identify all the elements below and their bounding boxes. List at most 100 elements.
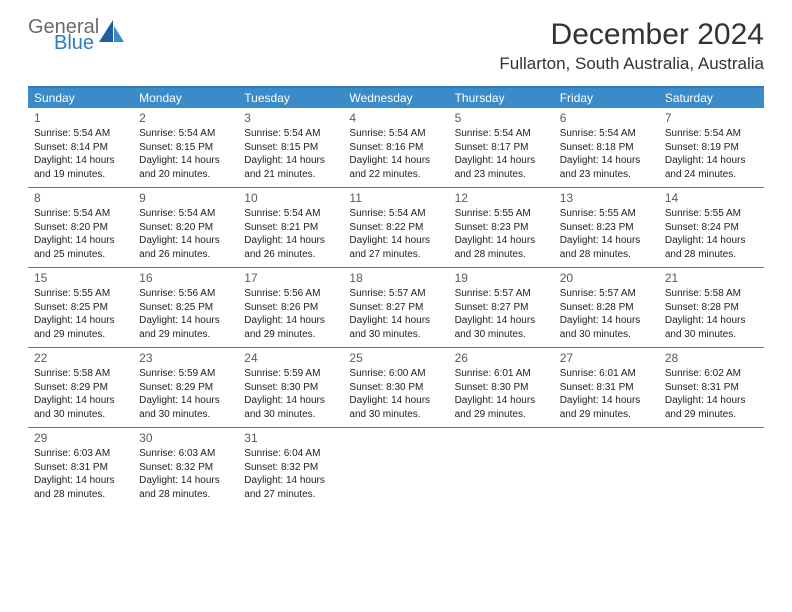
sunset-line: Sunset: 8:20 PM [139,221,232,235]
sunset-line: Sunset: 8:14 PM [34,141,127,155]
sunrise-line: Sunrise: 5:54 AM [244,127,337,141]
sunset-line: Sunset: 8:30 PM [349,381,442,395]
sunrise-line: Sunrise: 5:55 AM [560,207,653,221]
daylight-line-1: Daylight: 14 hours [139,474,232,488]
daylight-line-2: and 28 minutes. [34,488,127,502]
daylight-line-2: and 29 minutes. [455,408,548,422]
dow-monday: Monday [133,88,238,108]
sunset-line: Sunset: 8:28 PM [560,301,653,315]
daylight-line-2: and 29 minutes. [665,408,758,422]
daylight-line-2: and 30 minutes. [349,408,442,422]
day-number: 28 [665,351,758,365]
sunrise-line: Sunrise: 5:54 AM [455,127,548,141]
sunrise-line: Sunrise: 5:54 AM [34,127,127,141]
day-number: 8 [34,191,127,205]
weeks-container: 1Sunrise: 5:54 AMSunset: 8:14 PMDaylight… [28,108,764,507]
week-row: 1Sunrise: 5:54 AMSunset: 8:14 PMDaylight… [28,108,764,188]
title-block: December 2024 Fullarton, South Australia… [499,18,764,74]
day-cell: 1Sunrise: 5:54 AMSunset: 8:14 PMDaylight… [28,108,133,187]
week-row: 15Sunrise: 5:55 AMSunset: 8:25 PMDayligh… [28,268,764,348]
day-cell: 17Sunrise: 5:56 AMSunset: 8:26 PMDayligh… [238,268,343,347]
day-number: 7 [665,111,758,125]
daylight-line-1: Daylight: 14 hours [455,234,548,248]
daylight-line-2: and 30 minutes. [244,408,337,422]
daylight-line-2: and 30 minutes. [560,328,653,342]
location-text: Fullarton, South Australia, Australia [499,54,764,74]
sunrise-line: Sunrise: 5:57 AM [560,287,653,301]
daylight-line-1: Daylight: 14 hours [34,314,127,328]
daylight-line-2: and 23 minutes. [455,168,548,182]
daylight-line-1: Daylight: 14 hours [244,234,337,248]
day-number: 24 [244,351,337,365]
sunset-line: Sunset: 8:23 PM [455,221,548,235]
day-cell: 19Sunrise: 5:57 AMSunset: 8:27 PMDayligh… [449,268,554,347]
week-row: 29Sunrise: 6:03 AMSunset: 8:31 PMDayligh… [28,428,764,507]
daylight-line-1: Daylight: 14 hours [665,394,758,408]
daylight-line-1: Daylight: 14 hours [665,314,758,328]
sunset-line: Sunset: 8:27 PM [349,301,442,315]
daylight-line-1: Daylight: 14 hours [455,314,548,328]
sunrise-line: Sunrise: 5:54 AM [349,207,442,221]
day-number: 19 [455,271,548,285]
sunrise-line: Sunrise: 6:00 AM [349,367,442,381]
sunrise-line: Sunrise: 6:04 AM [244,447,337,461]
sunrise-line: Sunrise: 5:57 AM [455,287,548,301]
sunrise-line: Sunrise: 5:54 AM [139,127,232,141]
daylight-line-2: and 19 minutes. [34,168,127,182]
day-number: 25 [349,351,442,365]
logo-text: General Blue [28,18,99,52]
sunset-line: Sunset: 8:16 PM [349,141,442,155]
daylight-line-2: and 30 minutes. [139,408,232,422]
day-cell: 23Sunrise: 5:59 AMSunset: 8:29 PMDayligh… [133,348,238,427]
sunset-line: Sunset: 8:29 PM [34,381,127,395]
sunset-line: Sunset: 8:15 PM [139,141,232,155]
sunrise-line: Sunrise: 5:56 AM [139,287,232,301]
day-number: 30 [139,431,232,445]
sunset-line: Sunset: 8:26 PM [244,301,337,315]
day-cell: 22Sunrise: 5:58 AMSunset: 8:29 PMDayligh… [28,348,133,427]
sunrise-line: Sunrise: 5:55 AM [455,207,548,221]
day-cell: 8Sunrise: 5:54 AMSunset: 8:20 PMDaylight… [28,188,133,267]
daylight-line-1: Daylight: 14 hours [560,154,653,168]
dow-thursday: Thursday [449,88,554,108]
sunrise-line: Sunrise: 5:58 AM [665,287,758,301]
daylight-line-1: Daylight: 14 hours [349,234,442,248]
daylight-line-2: and 25 minutes. [34,248,127,262]
sunrise-line: Sunrise: 5:54 AM [349,127,442,141]
daylight-line-1: Daylight: 14 hours [34,154,127,168]
day-cell: 11Sunrise: 5:54 AMSunset: 8:22 PMDayligh… [343,188,448,267]
sunrise-line: Sunrise: 5:57 AM [349,287,442,301]
daylight-line-2: and 30 minutes. [349,328,442,342]
day-number: 2 [139,111,232,125]
logo-sail-icon [99,20,125,42]
daylight-line-2: and 27 minutes. [244,488,337,502]
day-number: 21 [665,271,758,285]
sunset-line: Sunset: 8:28 PM [665,301,758,315]
day-number: 17 [244,271,337,285]
daylight-line-1: Daylight: 14 hours [455,154,548,168]
day-number: 9 [139,191,232,205]
header: General Blue December 2024 Fullarton, So… [0,0,792,78]
daylight-line-1: Daylight: 14 hours [139,154,232,168]
sunset-line: Sunset: 8:18 PM [560,141,653,155]
day-cell: 5Sunrise: 5:54 AMSunset: 8:17 PMDaylight… [449,108,554,187]
daylight-line-2: and 29 minutes. [244,328,337,342]
day-number: 6 [560,111,653,125]
day-cell: 16Sunrise: 5:56 AMSunset: 8:25 PMDayligh… [133,268,238,347]
daylight-line-1: Daylight: 14 hours [244,314,337,328]
daylight-line-1: Daylight: 14 hours [665,234,758,248]
daylight-line-1: Daylight: 14 hours [34,394,127,408]
day-number: 12 [455,191,548,205]
day-cell: 28Sunrise: 6:02 AMSunset: 8:31 PMDayligh… [659,348,764,427]
week-row: 8Sunrise: 5:54 AMSunset: 8:20 PMDaylight… [28,188,764,268]
sunrise-line: Sunrise: 5:54 AM [139,207,232,221]
sunrise-line: Sunrise: 5:54 AM [560,127,653,141]
daylight-line-1: Daylight: 14 hours [349,314,442,328]
daylight-line-2: and 27 minutes. [349,248,442,262]
daylight-line-1: Daylight: 14 hours [139,234,232,248]
day-cell: 31Sunrise: 6:04 AMSunset: 8:32 PMDayligh… [238,428,343,507]
day-cell: 2 Sunrise: 5:54 AMSunset: 8:15 PMDaylight… [133,108,238,187]
day-number: 13 [560,191,653,205]
day-number: 23 [139,351,232,365]
week-row: 22Sunrise: 5:58 AMSunset: 8:29 PMDayligh… [28,348,764,428]
